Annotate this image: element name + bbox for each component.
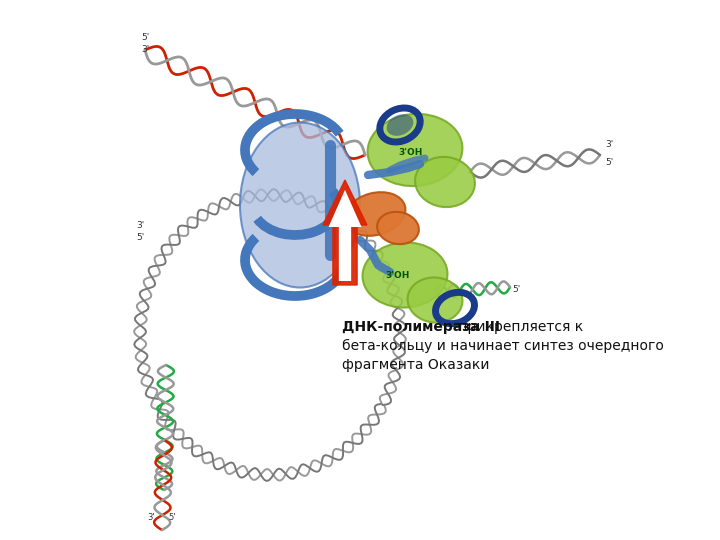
Ellipse shape	[368, 114, 462, 186]
Text: 5': 5'	[168, 513, 176, 522]
Ellipse shape	[240, 123, 360, 287]
Ellipse shape	[363, 242, 447, 308]
Text: 3': 3'	[148, 513, 155, 522]
Text: 3': 3'	[605, 140, 613, 149]
Text: 3': 3'	[136, 221, 144, 230]
Ellipse shape	[408, 278, 462, 322]
Text: бета-кольцу и начинает синтез очередного: бета-кольцу и начинает синтез очередного	[342, 339, 664, 353]
Text: ДНК-полимераза III: ДНК-полимераза III	[342, 320, 500, 334]
Ellipse shape	[387, 114, 413, 136]
Text: 3': 3'	[141, 45, 149, 54]
Text: 3'OH: 3'OH	[398, 148, 423, 157]
Ellipse shape	[415, 157, 475, 207]
Text: 5': 5'	[605, 158, 613, 167]
Text: 5': 5'	[136, 233, 144, 242]
Polygon shape	[328, 190, 361, 281]
Text: 3'OH: 3'OH	[385, 271, 410, 280]
Polygon shape	[323, 180, 367, 285]
Text: фрагмента Оказаки: фрагмента Оказаки	[342, 357, 490, 372]
Text: 5': 5'	[141, 33, 149, 42]
Ellipse shape	[377, 212, 419, 244]
Ellipse shape	[345, 192, 405, 236]
Text: прикрепляется к: прикрепляется к	[454, 320, 583, 334]
Text: 5': 5'	[512, 285, 521, 294]
